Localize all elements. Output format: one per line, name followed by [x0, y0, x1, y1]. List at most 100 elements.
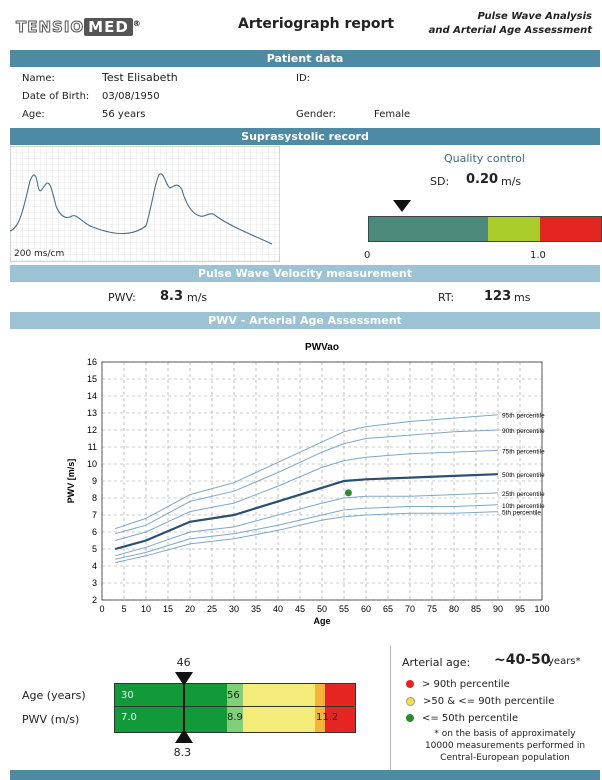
x-tick-label: 45 — [295, 604, 305, 614]
agebar-red-segment — [325, 684, 355, 732]
footer-bar — [10, 770, 600, 780]
series-label: 90th percentile — [502, 428, 545, 435]
id-label: ID: — [296, 73, 311, 84]
arterial-age-unit: years* — [548, 656, 581, 667]
x-tick-label: 95 — [515, 604, 525, 614]
y-tick-label: 13 — [87, 408, 97, 418]
legend-footnote: * on the basis of approximately 10000 me… — [424, 729, 586, 763]
pwv-value: 8.3 — [160, 289, 184, 304]
y-tick-label: 11 — [88, 442, 97, 452]
plot-frame — [101, 361, 543, 601]
agebar-green-segment — [115, 684, 227, 732]
waveform-trace — [10, 173, 273, 245]
section-suprasystolic: Suprasystolic record — [10, 128, 600, 145]
quality-control-title: Quality control — [444, 152, 525, 165]
agebar-pwv-label: PWV (m/s) — [22, 713, 80, 726]
y-tick-label: 3 — [92, 578, 97, 588]
chart-title: PWVao — [305, 342, 339, 353]
agebar-top-value: 46 — [176, 656, 191, 669]
agebar-bottom-value: 8.3 — [173, 746, 192, 759]
legend-divider — [390, 645, 391, 770]
dob-label: Date of Birth: — [22, 91, 90, 102]
section-pwv-measurement: Pulse Wave Velocity measurement — [10, 265, 600, 282]
series-label: 75th percentile — [502, 448, 545, 455]
x-tick-label: 40 — [273, 604, 283, 614]
agebar-pwv-low: 7.0 — [121, 712, 137, 723]
series-label: 95th percentile — [502, 413, 545, 420]
x-tick-label: 55 — [339, 604, 349, 614]
gender-label: Gender: — [296, 109, 337, 120]
name-value: Test Elisabeth — [102, 71, 178, 84]
y-tick-label: 4 — [92, 561, 97, 571]
x-tick-label: 5 — [121, 604, 126, 614]
agebar-age-mid: 56 — [227, 690, 240, 701]
y-tick-label: 15 — [87, 374, 97, 384]
x-tick-label: 20 — [185, 604, 195, 614]
green-dot-icon — [406, 714, 414, 722]
agebar-age-label: Age (years) — [22, 689, 86, 702]
subtitle-line-2: and Arterial Age Assessment — [428, 25, 592, 36]
percentile-legend: > 90th percentile >50 & <= 90th percenti… — [406, 676, 554, 727]
name-label: Name: — [22, 73, 55, 84]
patient-point — [344, 489, 352, 497]
rt-unit: ms — [514, 291, 531, 304]
y-tick-label: 16 — [87, 357, 97, 367]
x-tick-label: 50 — [317, 604, 327, 614]
agebar-divider — [114, 706, 354, 707]
sd-label: SD: — [430, 175, 450, 188]
sd-unit: m/s — [501, 175, 522, 188]
legend-item-green: <= 50th percentile — [406, 710, 554, 727]
x-tick-label: 65 — [383, 604, 393, 614]
arterial-age-bar — [114, 683, 356, 733]
legend-item-yellow-text: >50 & <= 90th percentile — [423, 696, 555, 707]
section-patient-data: Patient data — [10, 50, 600, 67]
age-value: 56 years — [102, 109, 146, 120]
x-tick-label: 70 — [405, 604, 415, 614]
x-tick-label: 85 — [471, 604, 481, 614]
agebar-marker-line — [182, 683, 185, 731]
logo-text-tensio: TENSIO — [15, 18, 85, 37]
agebar-top-marker-icon — [174, 672, 193, 686]
series-line-3 — [114, 473, 499, 551]
agebar-orange-segment — [315, 684, 325, 732]
series-line-4 — [115, 492, 499, 557]
qc-bad-segment — [540, 217, 601, 241]
series-label: 50th percentile — [502, 472, 545, 479]
y-tick-label: 12 — [87, 425, 97, 435]
series-line-5 — [115, 504, 499, 560]
y-tick-label: 5 — [92, 544, 97, 554]
rt-label: RT: — [438, 291, 455, 304]
legend-item-green-text: <= 50th percentile — [422, 713, 519, 724]
legend-item-red: > 90th percentile — [406, 676, 554, 693]
logo-registered: ® — [132, 19, 142, 28]
x-tick-label: 25 — [207, 604, 217, 614]
pwv-unit: m/s — [187, 291, 208, 304]
red-dot-icon — [406, 680, 414, 688]
series-line-0 — [115, 414, 499, 530]
qc-tick-0: 0 — [364, 250, 371, 261]
quality-control-bar — [368, 216, 602, 242]
arterial-age-value: ~40-50 — [494, 652, 551, 668]
x-tick-label: 80 — [449, 604, 459, 614]
report-subtitle: Pulse Wave Analysis and Arterial Age Ass… — [429, 10, 592, 38]
series-line-6 — [115, 511, 499, 564]
agebar-lightgreen-segment — [227, 684, 243, 732]
rt-value: 123 — [484, 289, 512, 304]
series-line-1 — [115, 429, 499, 535]
x-tick-label: 60 — [361, 604, 371, 614]
gender-value: Female — [374, 109, 411, 120]
tensiomed-logo: TENSIO MED ® — [15, 18, 142, 37]
y-tick-label: 6 — [92, 527, 97, 537]
x-tick-label: 75 — [427, 604, 437, 614]
x-tick-label: 15 — [163, 604, 173, 614]
agebar-yellow-segment — [243, 684, 315, 732]
y-tick-label: 9 — [92, 476, 97, 486]
x-tick-label: 30 — [229, 604, 239, 614]
legend-item-red-text: > 90th percentile — [422, 679, 510, 690]
y-tick-label: 8 — [92, 493, 97, 503]
qc-mid-segment — [488, 217, 540, 241]
y-tick-label: 10 — [87, 459, 97, 469]
report-title: Arteriograph report — [238, 16, 395, 32]
x-tick-label: 35 — [251, 604, 261, 614]
